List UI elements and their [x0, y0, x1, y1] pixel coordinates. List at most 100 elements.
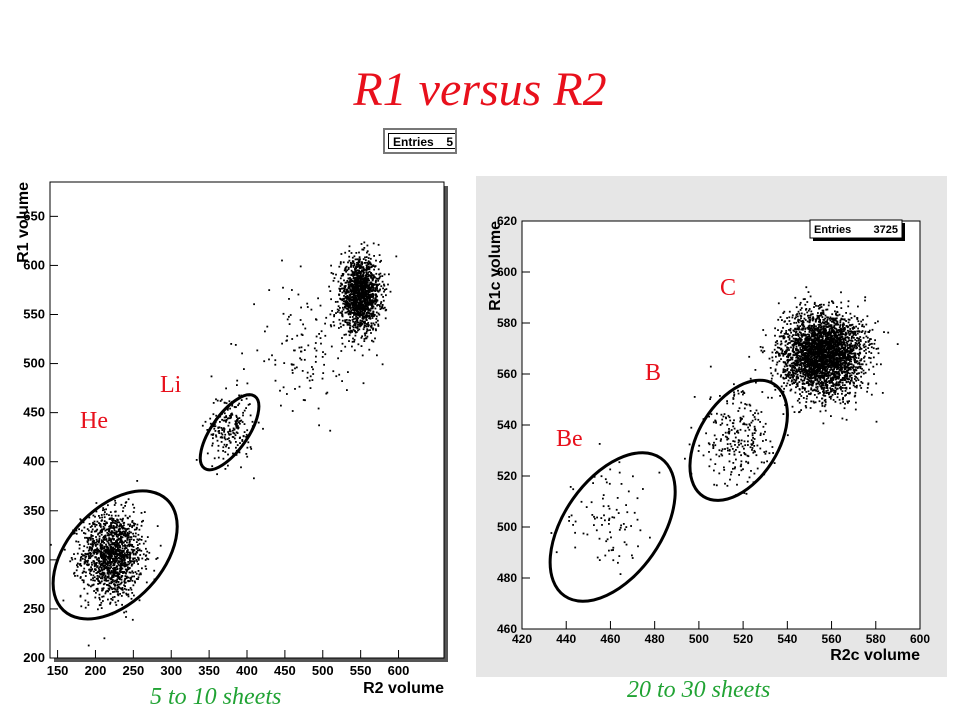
data-point: [778, 352, 781, 355]
data-point: [347, 266, 350, 269]
data-point: [360, 308, 363, 311]
data-point: [826, 368, 829, 370]
data-point: [374, 337, 376, 340]
data-point: [600, 475, 603, 478]
data-point: [613, 516, 616, 519]
data-point: [362, 304, 365, 307]
data-point: [866, 315, 869, 318]
data-point: [832, 302, 835, 304]
data-point: [379, 272, 382, 275]
data-point: [363, 287, 366, 290]
data-point: [369, 302, 372, 305]
data-point: [356, 284, 359, 286]
data-point: [366, 328, 369, 331]
data-point: [108, 564, 111, 567]
data-point: [365, 278, 367, 281]
data-point: [136, 556, 139, 559]
data-point: [114, 571, 116, 574]
data-point: [793, 321, 796, 324]
data-point: [743, 492, 746, 494]
data-point: [354, 269, 357, 272]
data-point: [598, 559, 601, 561]
data-point: [128, 532, 130, 535]
data-point: [388, 273, 390, 276]
data-point: [826, 387, 829, 389]
data-point: [300, 358, 303, 361]
data-point: [352, 312, 354, 314]
data-point: [122, 549, 125, 552]
data-point: [220, 432, 223, 435]
data-point: [812, 334, 814, 336]
x-tick-label: 350: [198, 663, 220, 678]
data-point: [798, 312, 801, 315]
data-point: [128, 530, 131, 533]
y-tick-label: 250: [23, 601, 45, 616]
data-point: [333, 277, 336, 279]
data-point: [354, 330, 356, 332]
data-point: [116, 580, 118, 582]
data-point: [860, 371, 863, 374]
data-point: [228, 421, 231, 424]
data-point: [753, 445, 756, 447]
data-point: [355, 265, 357, 268]
data-point: [96, 565, 99, 567]
data-point: [106, 528, 108, 531]
data-point: [240, 399, 243, 401]
data-point: [77, 540, 80, 543]
data-point: [352, 276, 355, 279]
data-point: [364, 314, 367, 317]
data-point: [114, 547, 116, 550]
data-point: [715, 438, 718, 440]
data-point: [233, 428, 236, 431]
data-point: [360, 266, 363, 269]
data-point: [127, 589, 130, 591]
data-point: [102, 547, 104, 550]
data-point: [341, 299, 344, 302]
data-point: [306, 371, 309, 374]
data-point: [98, 524, 101, 527]
data-point: [101, 569, 103, 572]
data-point: [73, 532, 76, 534]
data-point: [108, 528, 110, 530]
data-point: [802, 375, 805, 378]
data-point: [763, 451, 766, 453]
data-point: [131, 618, 134, 621]
data-point: [361, 309, 364, 312]
data-point: [91, 568, 93, 570]
data-point: [342, 297, 345, 300]
data-point: [356, 278, 358, 281]
data-point: [268, 289, 271, 291]
data-point: [144, 540, 147, 543]
data-point: [794, 370, 797, 373]
data-point: [745, 403, 748, 406]
data-point: [756, 467, 759, 470]
data-point: [840, 307, 843, 309]
data-point: [341, 310, 344, 313]
data-point: [366, 261, 369, 264]
data-point: [146, 536, 149, 538]
data-point: [698, 444, 701, 447]
data-point: [843, 318, 846, 321]
data-point: [106, 555, 109, 558]
data-point: [854, 338, 857, 341]
data-point: [780, 374, 782, 377]
data-point: [344, 268, 347, 271]
data-point: [124, 547, 126, 550]
data-point: [111, 551, 113, 554]
data-point: [248, 403, 251, 405]
data-point: [748, 428, 751, 431]
data-point: [116, 543, 118, 545]
data-point: [236, 425, 239, 427]
data-point: [136, 549, 139, 552]
data-point: [358, 269, 361, 272]
data-point: [103, 546, 106, 548]
data-point: [369, 274, 372, 277]
data-point: [104, 551, 107, 554]
data-point: [365, 318, 368, 321]
data-point: [358, 299, 361, 302]
data-point: [132, 546, 135, 548]
data-point: [705, 432, 707, 435]
data-point: [96, 587, 99, 590]
data-point: [156, 525, 159, 527]
data-point: [341, 291, 344, 294]
